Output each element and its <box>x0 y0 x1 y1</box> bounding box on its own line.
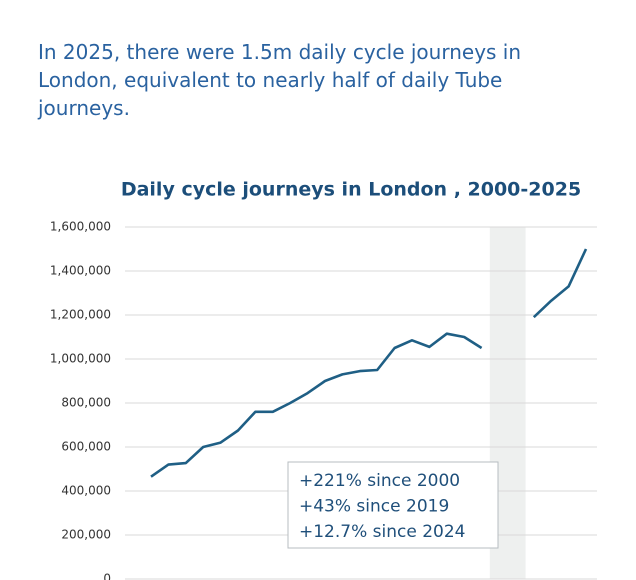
y-tick-label: 400,000 <box>61 484 111 498</box>
y-tick-label: 0 <box>103 572 111 580</box>
annotation-box <box>287 461 499 549</box>
y-tick-label: 1,000,000 <box>50 352 111 366</box>
y-tick-label: 1,400,000 <box>50 264 111 278</box>
series-line <box>150 248 588 478</box>
annotation-text: +12.7% since 2024 <box>299 522 465 542</box>
y-tick-label: 1,600,000 <box>50 220 111 234</box>
headline: In 2025, there were 1.5m daily cycle jou… <box>38 40 522 120</box>
chart-title: Daily cycle journeys in London , 2000-20… <box>121 179 581 201</box>
y-tick-label: 1,200,000 <box>50 308 111 322</box>
y-tick-label: 800,000 <box>61 396 111 410</box>
y-tick-label: 600,000 <box>61 440 111 454</box>
y-tick-label: 200,000 <box>61 528 111 542</box>
annotation-text: +43% since 2019 <box>299 497 449 517</box>
annotation-text: +221% since 2000 <box>299 471 460 491</box>
